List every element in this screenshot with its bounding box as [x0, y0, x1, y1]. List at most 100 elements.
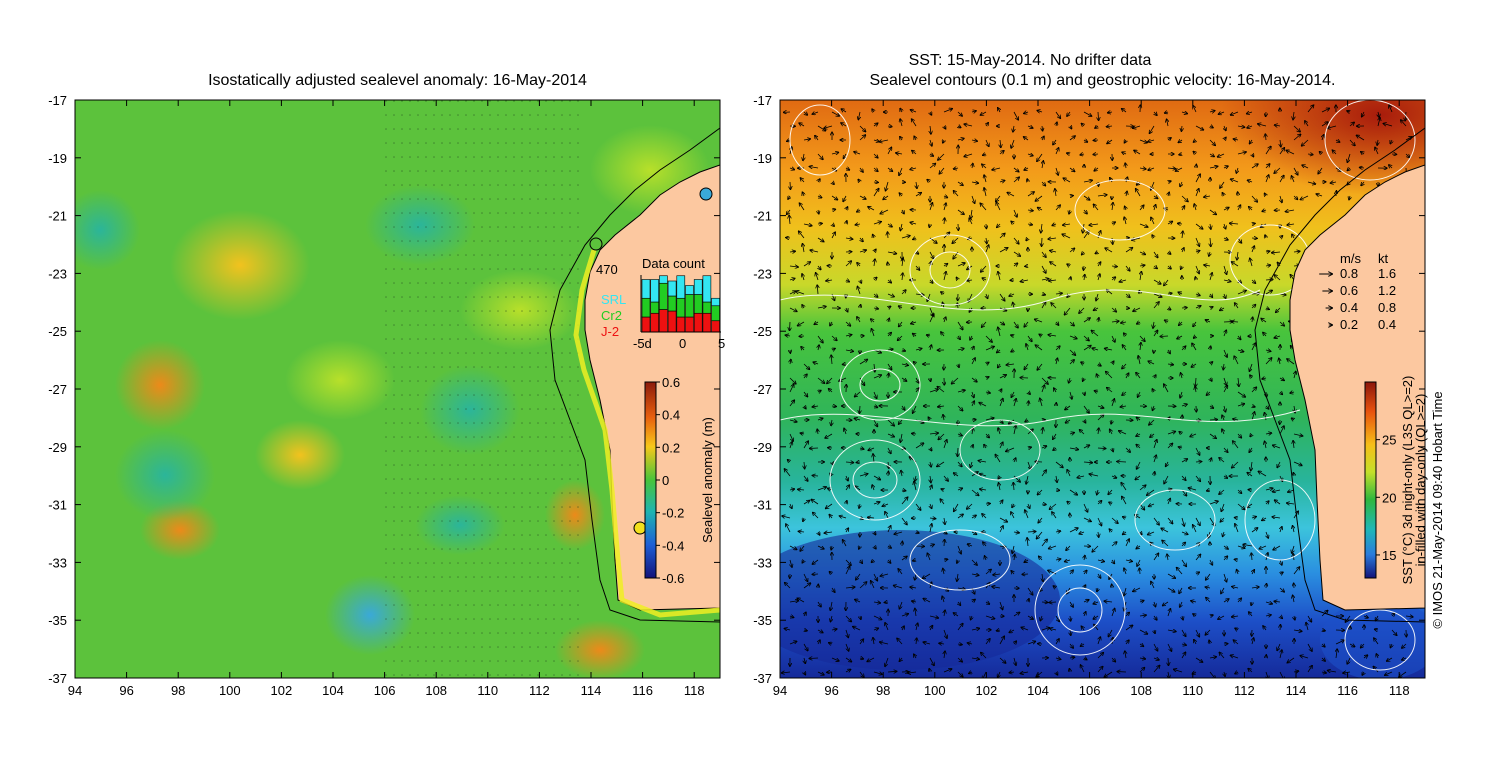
y-tick-label: -37 [48, 671, 67, 686]
data-count-bar-segment [667, 295, 677, 312]
x-tick-label: 116 [1337, 683, 1358, 698]
legend-cr2: Cr2 [601, 308, 622, 323]
y-tick-label: -31 [753, 498, 772, 513]
x-tick-label: 108 [1130, 683, 1152, 698]
sealevel-contours [780, 100, 1416, 671]
data-count-bar-segment [659, 275, 668, 284]
data-count-bar-segment [702, 301, 712, 314]
data-count-bar-segment [676, 297, 686, 318]
data-count-bar-segment [693, 279, 703, 295]
sla-colorbar: 0.6 0.4 0.2 0 -0.2 -0.4 -0.6 Sealevel anomaly … [644, 375, 715, 586]
data-count-bar-segment [685, 294, 694, 318]
sla-colorbar-tick: 0 [662, 473, 669, 488]
left-y-axis: -17 -19 -21 -23 -25 -27 -29 -31 -33 -35 -37 [48, 93, 720, 686]
data-count-tick: 5 [718, 336, 725, 351]
left-map-title: Isostatically adjusted sealevel anomaly:… [208, 72, 587, 89]
right-map-title-line1: SST: 15-May-2014. No drifter data [908, 52, 1152, 69]
data-count-bar-segment [650, 301, 660, 314]
data-count-bar-segment [641, 297, 651, 318]
x-tick-label: 112 [529, 683, 550, 698]
sst-warm-pool [1220, 100, 1425, 195]
x-tick-label: 116 [632, 683, 653, 698]
sst-colorbar: 25 20 15 SST (°C) 3d night-only (L3S QL>=2… [1364, 376, 1428, 585]
data-count-tick: 0 [679, 336, 686, 351]
y-tick-label: -21 [753, 209, 772, 224]
y-tick-label: -35 [753, 613, 772, 628]
data-count-bar-segment [702, 275, 712, 303]
right-map-plot [780, 100, 1425, 678]
y-tick-label: -25 [753, 324, 772, 339]
altimeter-tracks [380, 100, 580, 678]
y-tick-label: -27 [753, 382, 772, 397]
data-count-bar-segment [641, 279, 651, 299]
velocity-legend-kt: 1.2 [1378, 283, 1396, 298]
imos-credit: © IMOS 21-May-2014 09:40 Hobart Time [1430, 391, 1445, 628]
velocity-legend-ms: 0.8 [1340, 266, 1358, 281]
velocity-legend-ms: 0.2 [1340, 317, 1358, 332]
y-tick-label: -33 [48, 555, 67, 570]
y-tick-label: -17 [753, 93, 772, 108]
tide-gauge-marker [633, 521, 647, 535]
x-tick-label: 104 [322, 683, 344, 698]
data-count-bar-segment [641, 316, 651, 333]
tide-gauge-marker [589, 237, 603, 251]
sst-colorbar-label-line1: SST (°C) 3d night-only (L3S QL>=2) [1400, 376, 1415, 585]
geostrophic-velocity-arrows [782, 105, 1413, 678]
right-y-axis: -17 -19 -21 -23 -25 -27 -29 -31 -33 -35 -37 [753, 93, 1425, 686]
x-tick-label: 102 [976, 683, 998, 698]
x-tick-label: 108 [425, 683, 447, 698]
sst-colorbar-tick: 25 [1382, 433, 1396, 448]
sst-colorbar-tick: 20 [1382, 490, 1396, 505]
sla-colorbar-tick: 0.6 [662, 375, 680, 390]
x-tick-label: 100 [219, 683, 241, 698]
velocity-legend: m/s kt 0.8 1.6 0.6 1.2 0.4 0.8 0.2 0.4 [1319, 251, 1396, 332]
x-tick-label: 114 [1286, 683, 1307, 698]
data-count-bar-segment [676, 316, 686, 333]
sst-colorbar-label-line2: in-filled with day-only (QL>=2) [1413, 394, 1428, 567]
data-count-title: Data count [642, 256, 705, 271]
y-tick-label: -29 [48, 440, 67, 455]
x-tick-label: 96 [824, 683, 838, 698]
velocity-legend-kt: 0.4 [1378, 317, 1396, 332]
x-tick-label: 102 [271, 683, 293, 698]
sla-colorbar-tick: 0.4 [662, 408, 680, 423]
velocity-legend-header-kt: kt [1378, 251, 1389, 266]
velocity-legend-kt: 1.6 [1378, 266, 1396, 281]
y-tick-label: -25 [48, 324, 67, 339]
velocity-legend-ms: 0.4 [1340, 300, 1358, 315]
x-tick-label: 110 [477, 683, 498, 698]
data-count-bar-segment [667, 310, 677, 333]
data-count-bar-segment [659, 309, 668, 333]
right-land [1289, 164, 1425, 611]
data-count-bars [641, 275, 720, 333]
left-map-plot [75, 100, 720, 678]
data-count-bar-segment [711, 320, 720, 333]
x-tick-label: 96 [119, 683, 133, 698]
tide-gauge-marker [699, 187, 713, 201]
right-x-axis: 94 96 98 100 102 104 106 108 110 112 114 116 118 [773, 100, 1410, 698]
sla-colorbar-tick: -0.4 [662, 538, 684, 553]
x-tick-label: 118 [684, 683, 705, 698]
y-tick-label: -27 [48, 382, 67, 397]
data-count-bar-segment [667, 280, 677, 297]
data-count-bar-segment [685, 285, 694, 295]
y-tick-label: -17 [48, 93, 67, 108]
data-count-bar-segment [685, 316, 694, 333]
velocity-legend-kt: 0.8 [1378, 300, 1396, 315]
y-tick-label: -31 [48, 498, 67, 513]
data-count-inset: Data count 470 SRL Cr2 J-2 -5d 0 5 [596, 256, 725, 351]
velocity-legend-ms: 0.6 [1340, 283, 1358, 298]
data-count-bar-segment [650, 279, 660, 303]
y-tick-label: -33 [753, 555, 772, 570]
y-tick-label: -19 [753, 151, 772, 166]
x-tick-label: 94 [773, 683, 787, 698]
data-count-bar-segment [711, 297, 720, 307]
x-tick-label: 106 [374, 683, 396, 698]
sla-colorbar-tick: -0.2 [662, 506, 684, 521]
sla-colorbar-label: Sealevel anomaly (m) [700, 417, 715, 543]
legend-srl: SRL [601, 292, 626, 307]
data-count-bar-segment [711, 305, 720, 322]
y-tick-label: -35 [48, 613, 67, 628]
data-count-tick: -5d [633, 336, 652, 351]
